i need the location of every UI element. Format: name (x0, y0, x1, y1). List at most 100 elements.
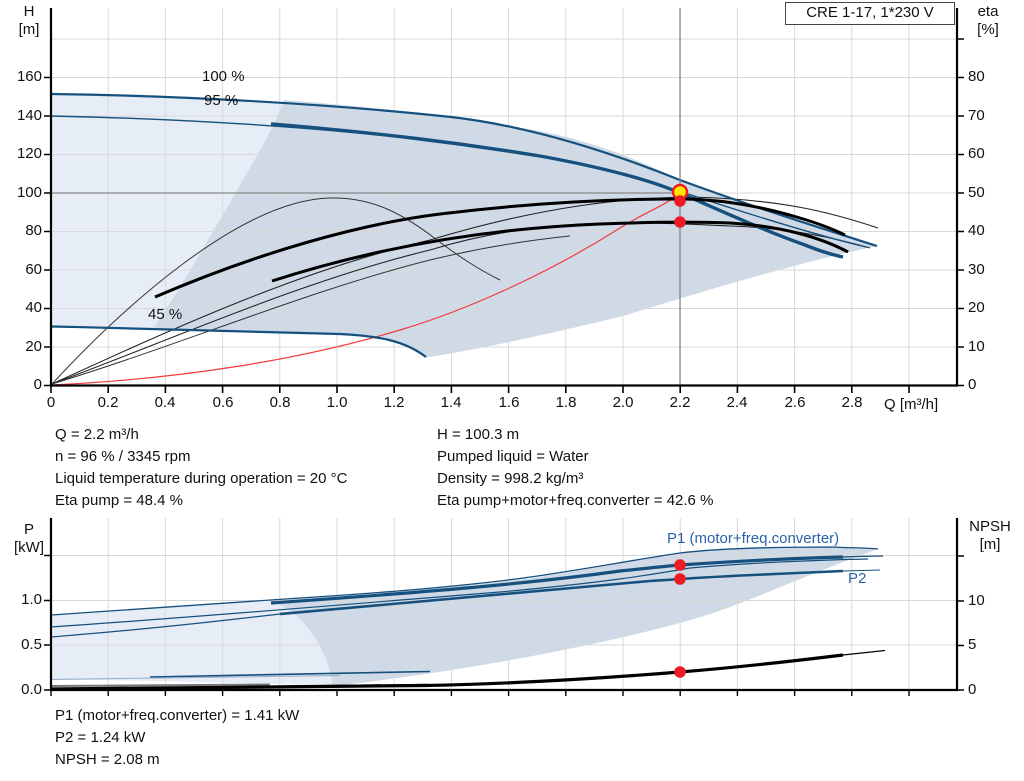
eta-tick-40: 40 (968, 222, 985, 239)
p-45pct-gray-line (50, 683, 271, 687)
q-tick-28: 2.8 (841, 394, 863, 411)
q-tick-08: 0.8 (269, 394, 291, 411)
eta-tick-30: 30 (968, 261, 985, 278)
eta-total-thick (271, 220, 849, 283)
q-tick-10: 1.0 (326, 394, 348, 411)
eta-pump-point-marker[interactable] (674, 195, 686, 207)
control-curve-red (51, 192, 681, 386)
npsh-curve-thick (50, 653, 844, 691)
eta-tick-10: 10 (968, 338, 985, 355)
bottom-x-ticks (50, 690, 910, 696)
pump-title-box: CRE 1-17, 1*230 V (785, 2, 955, 25)
eta-tick-70: 70 (968, 107, 985, 124)
h-axis-unit: [m] (18, 21, 40, 38)
eta-tick-80: 80 (968, 68, 985, 85)
info-q: Q = 2.2 m³/h (55, 426, 139, 443)
npsh-tick-0: 0 (968, 681, 977, 698)
p1-duty-curve-thick (270, 555, 844, 605)
info-npsh: NPSH = 2.08 m (55, 751, 160, 768)
h-tick-160: 160 (16, 68, 42, 85)
info-pumped-liquid: Pumped liquid = Water (437, 448, 589, 465)
eta-total-point-marker[interactable] (674, 216, 686, 228)
p1-curve-label: P1 (motor+freq.converter) (667, 530, 840, 547)
p-45pct-blue-curve (149, 670, 431, 678)
h-tick-140: 140 (16, 107, 42, 124)
q-tick-22: 2.2 (669, 394, 691, 411)
info-speed: n = 96 % / 3345 rpm (55, 448, 191, 465)
h-tick-60: 60 (25, 261, 42, 278)
q-tick-26: 2.6 (784, 394, 806, 411)
p2-curve-label: P2 (848, 570, 867, 587)
q-axis-label: Q [m³/h] (884, 396, 939, 413)
p1-100pct-curve (50, 546, 879, 616)
q-tick-20: 2.0 (612, 394, 634, 411)
h-tick-120: 120 (16, 145, 42, 162)
h-tick-100: 100 (16, 184, 42, 201)
info-eta-total: Eta pump+motor+freq.converter = 42.6 % (437, 492, 714, 509)
eta-tick-60: 60 (968, 145, 985, 162)
h-tick-0: 0 (33, 376, 42, 393)
bottom-right-ticks (957, 555, 964, 691)
speed-label-95pct: 95 % (204, 92, 239, 109)
h-tick-40: 40 (25, 299, 42, 316)
p-axis-label: P (23, 521, 34, 538)
p1-point-marker[interactable] (674, 559, 686, 571)
npsh-tick-10: 10 (968, 592, 985, 609)
eta-pump-100pct-thin (51, 196, 879, 385)
info-liquid-temp: Liquid temperature during operation = 20… (55, 470, 348, 487)
eta-fan-thin (51, 235, 571, 385)
eta-arc-thin (51, 197, 501, 385)
p-axis-unit: [kW] (14, 539, 44, 556)
p-tick-10: 1.0 (21, 591, 42, 608)
info-eta-pump: Eta pump = 48.4 % (55, 492, 183, 509)
q-tick-04: 0.4 (154, 394, 176, 411)
p1-curve-extension (842, 555, 884, 558)
h-axis-label: H (23, 3, 35, 20)
eta-axis-unit: [%] (977, 21, 999, 38)
p-tick-05: 0.5 (21, 636, 42, 653)
top-axes (49, 8, 959, 387)
qh-curve-100pct (50, 92, 878, 248)
speed-label-45pct: 45 % (148, 306, 183, 323)
p-tick-00: 0.0 (21, 681, 42, 698)
bottom-left-ticks (44, 554, 51, 691)
info-p2: P2 = 1.24 kW (55, 729, 146, 746)
h-tick-20: 20 (25, 338, 42, 355)
q-tick-0: 0 (46, 394, 56, 411)
info-p1: P1 (motor+freq.converter) = 1.41 kW (55, 707, 300, 724)
q-tick-14: 1.4 (440, 394, 462, 411)
speed-label-100pct: 100 % (202, 68, 245, 85)
top-right-ticks (957, 38, 964, 387)
npsh-point-marker[interactable] (674, 666, 686, 678)
q-tick-06: 0.6 (212, 394, 234, 411)
info-density: Density = 998.2 kg/m³ (437, 470, 584, 487)
q-tick-16: 1.6 (498, 394, 520, 411)
p2-point-marker[interactable] (674, 573, 686, 585)
eta-tick-20: 20 (968, 299, 985, 316)
p2-100pct-curve (50, 558, 869, 628)
bottom-grid-horizontal (51, 555, 957, 646)
eta-axis-label: eta (977, 3, 999, 20)
q-tick-18: 1.8 (555, 394, 577, 411)
q-tick-24: 2.4 (726, 394, 748, 411)
eta-tick-0: 0 (968, 376, 977, 393)
npsh-tick-5: 5 (968, 636, 977, 653)
h-tick-80: 80 (25, 222, 42, 239)
top-left-ticks (44, 76, 51, 387)
qh-curve-duty-96pct (270, 122, 844, 259)
top-bottom-ticks (50, 385, 910, 393)
envelope-bottom-edge-line (50, 674, 341, 681)
bottom-duty-range-dark (271, 547, 878, 686)
p2-curve-extension (842, 569, 881, 572)
p-95pct-thin-curve (50, 613, 281, 638)
info-h: H = 100.3 m (437, 426, 520, 443)
npsh-axis-label: NPSH (969, 518, 1011, 535)
p2-duty-curve (279, 569, 844, 616)
bottom-axes (49, 518, 959, 692)
q-tick-12: 1.2 (383, 394, 405, 411)
qh-curve-45pct (50, 325, 427, 358)
eta-pump-thick (154, 197, 846, 299)
q-tick-02: 0.2 (97, 394, 119, 411)
